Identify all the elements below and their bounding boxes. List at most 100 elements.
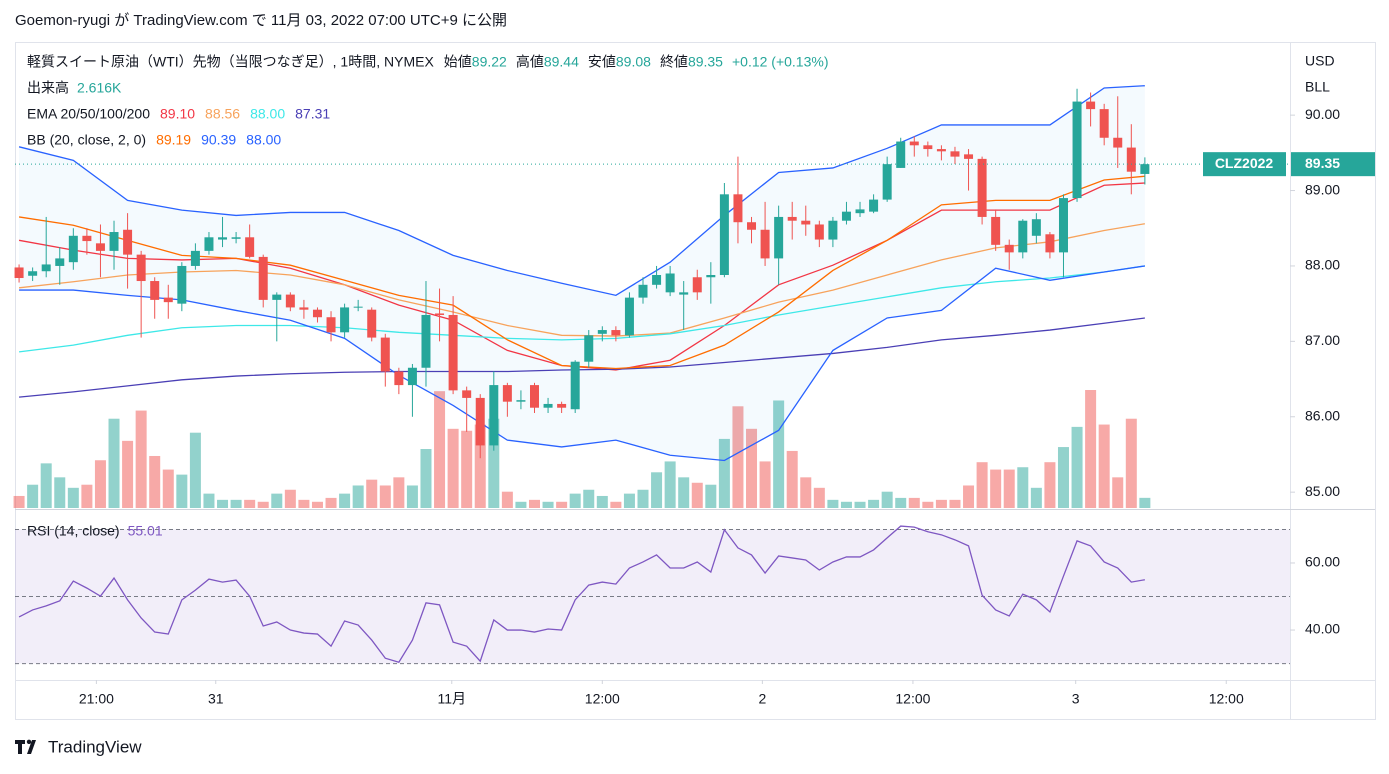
volume-bar [922,501,934,508]
currency-label: USD [1305,53,1335,69]
volume-bar [244,499,256,508]
candle-body [1072,101,1082,199]
volume-bar [406,485,418,508]
y-tick-label: 89.00 [1305,181,1340,197]
legend-text: 安値 [588,54,616,70]
indicator-line [19,317,1145,398]
x-tick-label: 3 [1072,691,1080,707]
volume-bar [271,493,283,508]
x-tick-label: 21:00 [79,691,114,707]
candle-body [841,211,851,221]
candle-body [1031,219,1041,236]
volume-bar [298,499,310,508]
candle-body [109,232,119,251]
candle-body [177,265,187,304]
volume-bar [583,489,595,508]
x-tick-label: 11月 [437,691,466,707]
logo: TradingView [15,737,142,756]
legend-text: 89.35 [688,54,723,70]
legend-text: 89.44 [544,54,579,70]
legend-text: 89.22 [472,54,507,70]
price-marker-label: 89.35 [1305,155,1340,171]
legend-text: 87.31 [295,106,330,122]
legend-text: 88.56 [205,106,240,122]
candle-body [95,243,105,251]
candle-body [706,275,716,278]
candle-body [909,141,919,146]
candle-body [977,158,987,217]
legend-text: 88.00 [250,106,285,122]
rsi-y-tick-label: 60.00 [1305,554,1340,570]
volume-bar [447,428,459,508]
volume-bar [786,450,798,508]
volume-bar [501,491,513,508]
candle-body [964,154,974,159]
volume-bar [528,499,540,508]
x-tick-label: 12:00 [1209,691,1244,707]
volume-bar [773,400,785,508]
volume-bar [827,499,839,508]
volume-bar [379,485,391,508]
volume-bar [81,484,93,508]
volume-bar [569,493,581,508]
candle-body [55,258,65,266]
candle-body [14,267,24,279]
volume-bar [1098,424,1110,508]
volume-bar [1003,469,1015,508]
bb-fill [19,85,1145,461]
symbol-marker [1203,152,1286,177]
volume-bar [162,469,174,508]
volume-bar [40,463,52,508]
legend-text: RSI (14, close) [27,523,120,539]
volume-bar [623,493,635,508]
legend-text: EMA 20/50/100/200 [27,106,150,122]
candle-body [923,145,933,150]
indicator-line [19,265,1145,462]
candle-body [285,294,295,308]
candle-body [679,292,689,295]
legend-text: 始値 [444,54,472,70]
candle-body [624,297,634,336]
candle-body [665,273,675,293]
x-tick-label: 12:00 [895,691,930,707]
volume-bar [732,406,744,508]
volume-bar [461,430,473,508]
volume-bar [1085,390,1097,508]
volume-bar [990,469,1002,508]
candle-body [421,314,431,368]
legend-text: 89.19 [156,132,191,148]
y-tick-label: 87.00 [1305,332,1340,348]
candle-body [828,220,838,240]
candle-body [882,164,892,200]
logo-icon [15,739,36,754]
candle-body [950,151,960,157]
candle-body [448,314,458,391]
candle-body [896,141,906,168]
volume-bar [325,497,337,508]
volume-bar [434,391,446,508]
volume-bar [963,485,975,508]
candle-body [312,309,322,318]
candle-body [163,297,173,303]
volume-bar [54,477,66,508]
candle-body [435,313,445,315]
candle-body [1113,137,1123,148]
candle-body [557,403,567,408]
volume-bar [746,428,758,508]
candle-body [326,317,336,333]
candle-body [150,281,160,300]
candle-body [760,229,770,259]
legend-text: 高値 [516,54,544,70]
volume-bar [176,474,188,508]
candle-body [733,194,743,223]
candle-body [204,237,214,251]
volume-bar [257,501,269,508]
candle-body [936,149,946,152]
volume-bar [596,495,608,508]
candle-body [123,229,133,255]
volume-bar [1057,447,1069,508]
volume-bar [94,460,106,508]
rsi-line [18,525,1145,663]
volume-bar [1139,497,1151,508]
